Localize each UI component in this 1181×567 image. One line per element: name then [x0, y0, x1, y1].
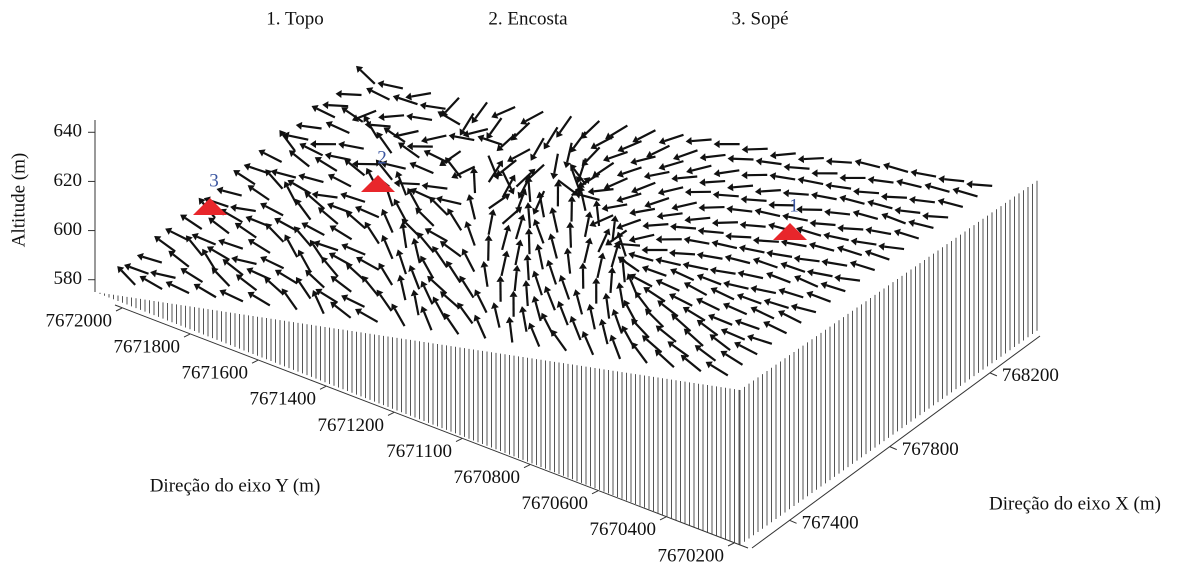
- wind-vector: [342, 94, 362, 95]
- wind-vector: [731, 236, 751, 237]
- legend-entry: 3. Sopé: [732, 8, 789, 29]
- station-label: 3: [209, 170, 219, 191]
- z-tick-label: 600: [54, 219, 83, 240]
- x-tick-label: 767400: [802, 513, 859, 534]
- wind-vector: [790, 167, 810, 169]
- x-axis: [752, 336, 1040, 548]
- x-tick-label: 768200: [1002, 365, 1059, 386]
- y-tick: [456, 439, 462, 442]
- wind-vector: [705, 207, 725, 208]
- z-tick-label: 640: [54, 121, 83, 142]
- y-tick: [660, 517, 666, 520]
- y-tick: [388, 412, 394, 415]
- y-tick-label: 7672000: [46, 310, 113, 331]
- wind-vector: [528, 260, 529, 280]
- y-tick: [116, 308, 122, 311]
- legend-entry: 2. Encosta: [488, 8, 568, 29]
- wind-vector: [843, 228, 863, 229]
- wind-vector: [692, 139, 712, 141]
- wind-vector: [620, 244, 640, 246]
- wind-vector: [570, 228, 571, 248]
- wind-vector: [719, 195, 739, 196]
- y-tick: [320, 386, 326, 389]
- y-tick: [592, 491, 598, 494]
- x-tick: [990, 373, 997, 376]
- y-tick: [252, 360, 258, 363]
- y-axis-label: Direção do eixo Y (m): [150, 475, 321, 496]
- wind-vector: [526, 286, 527, 306]
- station-label: 1: [789, 195, 799, 216]
- y-tick-label: 7670200: [658, 545, 725, 566]
- wind-vector: [400, 183, 420, 184]
- wind-vector: [675, 253, 695, 254]
- z-tick-label: 580: [54, 268, 83, 289]
- wind-vector: [734, 159, 754, 160]
- wind-vector: [371, 125, 391, 127]
- y-tick-label: 7671600: [182, 363, 249, 384]
- wind-vector: [474, 173, 475, 193]
- chart: 1. Topo 2. Encosta 3. Sopé Altitude (m) …: [0, 0, 1181, 567]
- z-tick-label: 620: [54, 170, 83, 191]
- y-tick: [728, 543, 734, 546]
- y-tick: [184, 334, 190, 337]
- y-tick-label: 7671100: [386, 441, 452, 462]
- x-tick: [790, 520, 797, 523]
- wind-vector: [705, 181, 725, 182]
- wind-vector: [859, 192, 879, 194]
- wind-vector: [648, 224, 668, 226]
- x-tick: [890, 447, 897, 450]
- legend-entry: 1. Topo: [266, 8, 323, 29]
- wind-vector: [718, 222, 738, 223]
- z-axis-label: Altitude (m): [8, 153, 29, 247]
- y-tick-label: 7670800: [454, 467, 521, 488]
- wind-vector: [328, 105, 348, 106]
- x-axis-label: Direção do eixo X (m): [989, 493, 1161, 514]
- y-tick-label: 7671800: [114, 336, 181, 357]
- x-tick-label: 767800: [902, 439, 959, 460]
- y-tick-label: 7671400: [250, 389, 317, 410]
- wind-vector: [832, 161, 852, 162]
- wind-vector: [928, 216, 948, 217]
- wind-vector: [611, 273, 613, 293]
- y-tick-label: 7671200: [318, 415, 385, 436]
- wind-vector: [759, 241, 779, 242]
- y-tick-label: 7670400: [590, 519, 657, 540]
- terrain-top: [95, 68, 1035, 390]
- wind-vector: [972, 184, 992, 185]
- y-tick: [524, 465, 530, 468]
- terrain-walls: [95, 68, 1037, 545]
- y-tick-label: 7670600: [522, 493, 589, 514]
- station-label: 2: [377, 147, 387, 168]
- wind-vector: [529, 234, 530, 254]
- wind-vector: [804, 158, 824, 159]
- wind-vector: [761, 190, 781, 191]
- wind-vector: [748, 149, 768, 150]
- wind-vector: [747, 199, 767, 200]
- wind-vector: [887, 197, 907, 198]
